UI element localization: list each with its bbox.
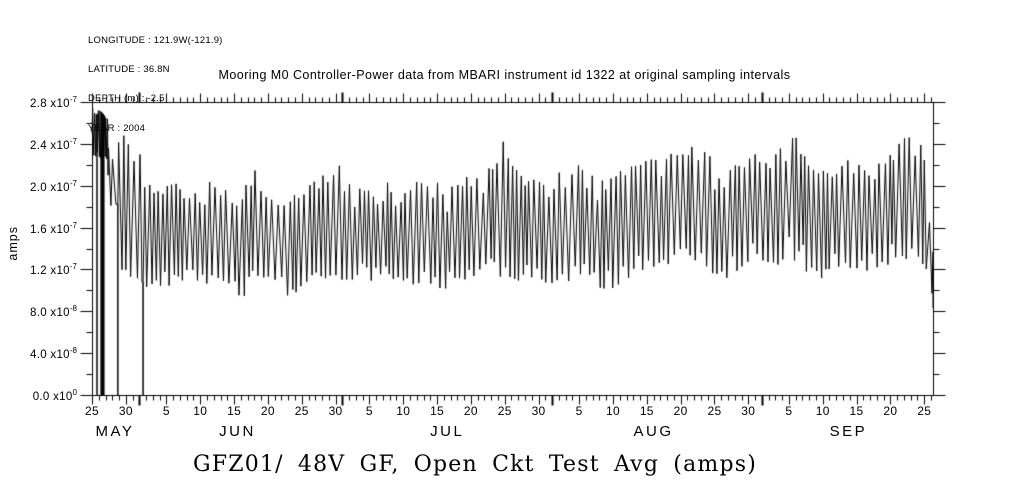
x-tick-label: 25 xyxy=(707,404,722,418)
x-tick-label: 10 xyxy=(396,404,411,418)
x-tick-label: 15 xyxy=(227,404,242,418)
x-tick-label: 15 xyxy=(430,404,445,418)
x-tick-label: 20 xyxy=(463,404,478,418)
month-label: JUN xyxy=(219,423,256,440)
x-tick-label: 25 xyxy=(294,404,309,418)
x-tick-label: 5 xyxy=(365,404,373,418)
x-tick-label: 5 xyxy=(575,404,583,418)
y-tick-label: 2.8 x10-7 xyxy=(30,95,77,110)
month-label: JUL xyxy=(430,423,465,440)
y-tick-label: 2.4 x10-7 xyxy=(30,136,77,152)
x-tick-label: 10 xyxy=(815,404,830,418)
metadata-year: YEAR : 2004 xyxy=(88,122,146,134)
x-tick-label: 5 xyxy=(785,404,793,418)
x-tick-label: 30 xyxy=(741,404,756,418)
y-tick-label: 4.0 x10-8 xyxy=(30,346,77,361)
y-tick-label: 0.0 x100 xyxy=(32,388,77,403)
chart-title: Mooring M0 Controller-Power data from MB… xyxy=(218,68,791,82)
footer-title: GFZ01/ 48V GF, Open Ckt Test Avg (amps) xyxy=(192,452,758,477)
x-tick-label: 20 xyxy=(260,404,275,418)
x-tick-label: 30 xyxy=(328,404,343,418)
x-tick-label: 30 xyxy=(118,404,133,418)
y-tick-label: 1.2 x10-7 xyxy=(30,262,77,278)
header-metadata: LONGITUDE : 121.9W(-121.9) LATITUDE : 36… xyxy=(88,16,223,153)
metadata-depth: DEPTH (m) : -2.5 xyxy=(88,93,165,105)
x-tick-label: 5 xyxy=(162,404,170,418)
x-tick-label: 20 xyxy=(673,404,688,418)
month-label: AUG xyxy=(633,423,674,440)
y-tick-label: 8.0 x10-8 xyxy=(30,304,77,320)
metadata-longitude: LONGITUDE : 121.9W(-121.9) xyxy=(88,34,223,46)
month-label: SEP xyxy=(829,423,868,440)
x-tick-label: 25 xyxy=(85,404,99,418)
x-tick-label: 10 xyxy=(193,404,208,418)
x-tick-label: 25 xyxy=(497,404,512,418)
x-tick-label: 15 xyxy=(639,404,654,418)
x-tick-label: 20 xyxy=(883,404,898,418)
y-tick-label: 1.6 x10-7 xyxy=(30,220,77,236)
month-label: MAY xyxy=(95,423,135,440)
metadata-latitude: LATITUDE : 36.8N xyxy=(88,63,170,75)
x-tick-label: 15 xyxy=(849,404,864,418)
x-tick-label: 30 xyxy=(531,404,546,418)
x-tick-label: 10 xyxy=(605,404,620,418)
y-tick-label: 2.0 x10-7 xyxy=(30,178,77,194)
x-tick-label: 25 xyxy=(917,404,932,418)
